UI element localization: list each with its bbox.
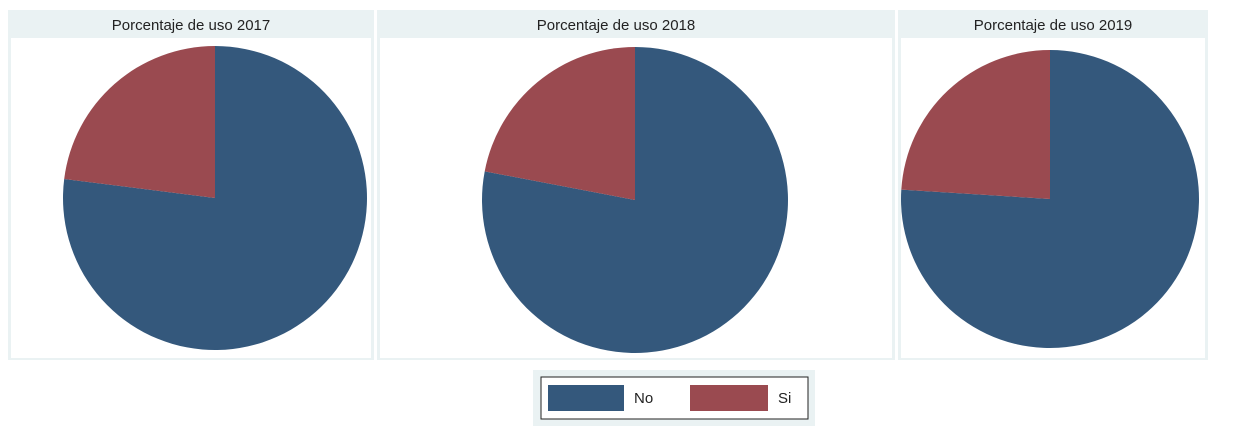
chart-title: Porcentaje de uso 2017 [112,17,270,34]
legend-label: No [634,390,653,407]
legend-swatch [690,385,768,411]
pie-slice [62,46,368,350]
pie-slice [64,46,215,198]
legend-swatch [548,385,624,411]
legend-label: Si [778,390,791,407]
pie-slice [901,50,1050,199]
chart-title: Porcentaje de uso 2018 [537,17,695,34]
chart-title: Porcentaje de uso 2019 [974,17,1132,34]
pie-slice [484,46,635,200]
